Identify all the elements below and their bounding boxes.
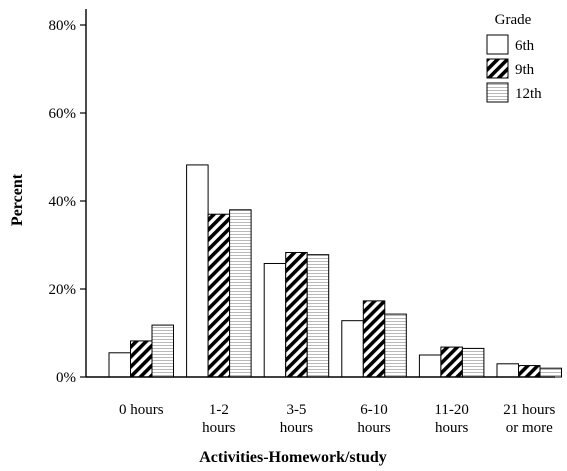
bars-group (108, 164, 562, 378)
bar-9th-2 (285, 251, 308, 378)
bar-9th-0 (130, 340, 153, 378)
bar-12th-0 (151, 324, 174, 378)
y-axis: 0% 20% 40% 60% 80% (49, 9, 87, 386)
legend-label-9th: 9th (515, 62, 535, 78)
legend-title: Grade (495, 12, 532, 28)
legend-swatch-9th (486, 58, 509, 79)
x-tick-label: 11-20 hours (434, 402, 468, 436)
legend-label-6th: 6th (515, 38, 535, 54)
x-axis-title: Activities-Homework/study (199, 449, 387, 466)
x-tick-label: 6-10 hours (357, 402, 390, 436)
bar-9th-3 (362, 300, 386, 378)
bar-9th-4 (440, 346, 463, 378)
x-axis: 0 hours 1-2 hours 3-5 hours 6-10 hours 11-20 hou… (86, 376, 555, 436)
x-tick-label: 3-5 hours (280, 402, 313, 436)
x-tick-label: 1-2 hours (202, 402, 235, 436)
bar-6th-5 (496, 363, 519, 378)
x-tick-label: 0 hours (119, 402, 164, 418)
legend-label-12th: 12th (515, 86, 542, 102)
legend-swatch-12th (486, 82, 509, 103)
bar-9th-5 (518, 365, 541, 378)
bar-6th-4 (418, 354, 442, 378)
bar-9th-1 (207, 213, 231, 378)
bar-12th-5 (539, 367, 562, 378)
bar-6th-0 (108, 352, 131, 378)
bar-12th-1 (229, 209, 252, 378)
y-axis-title: Percent (9, 173, 26, 226)
bar-12th-2 (306, 254, 330, 378)
bar-12th-3 (384, 313, 407, 378)
y-tick-label: 20% (49, 282, 77, 298)
bar-6th-3 (341, 320, 364, 378)
y-tick-label: 80% (49, 18, 77, 34)
x-tick-label: 21 hours or more (503, 402, 555, 436)
legend: Grade 6th 9th 12th (486, 12, 542, 103)
bar-6th-2 (263, 262, 287, 378)
bar-12th-4 (461, 347, 485, 378)
bar-6th-1 (186, 164, 209, 378)
y-tick-label: 60% (49, 106, 77, 122)
y-tick-label: 40% (49, 194, 77, 210)
y-tick-label: 0% (56, 370, 76, 386)
legend-swatch-6th (486, 34, 509, 55)
